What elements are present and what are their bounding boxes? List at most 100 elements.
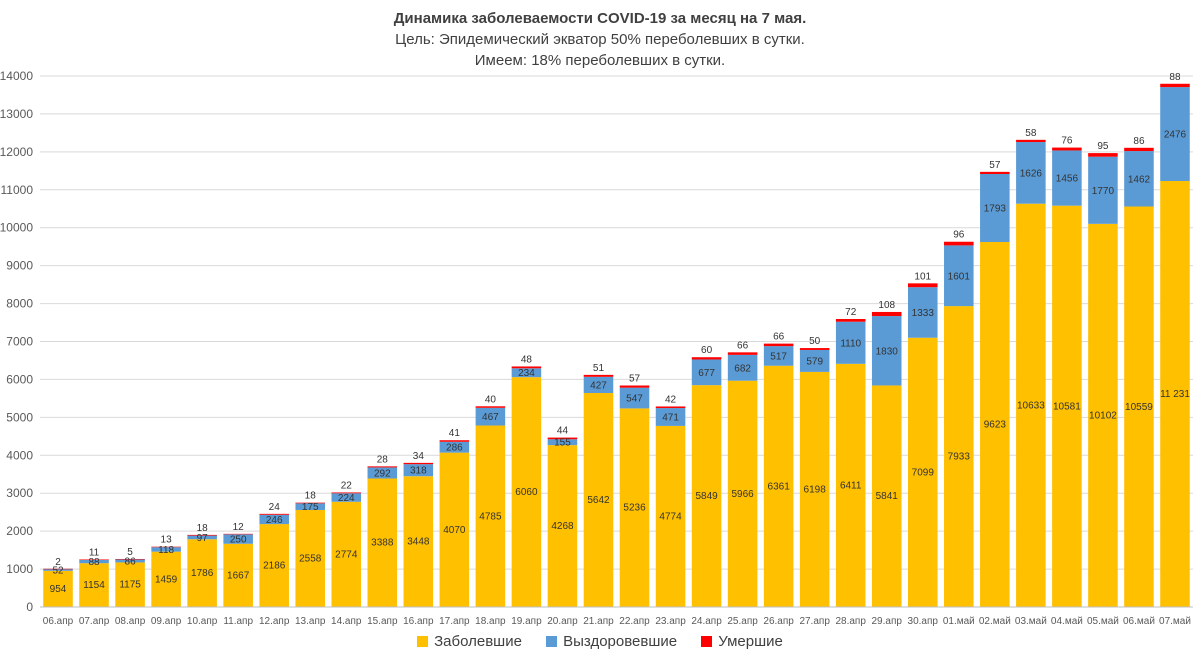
x-tick-label: 11.апр	[223, 616, 253, 627]
data-label-recovered: 224	[338, 493, 355, 504]
bar-segment-deaths	[439, 440, 470, 442]
data-label-recovered: 677	[698, 368, 715, 379]
data-label-infected: 10559	[1125, 402, 1153, 413]
bar-segment-recovered	[475, 407, 506, 426]
data-label-infected: 1459	[155, 574, 178, 585]
bar-segment-infected	[980, 242, 1010, 607]
data-label-infected: 5966	[731, 489, 754, 500]
bar-segment-recovered	[295, 503, 326, 510]
data-label-infected: 5841	[876, 491, 899, 502]
bar-segment-recovered	[691, 359, 722, 386]
x-tick-label: 06.апр	[43, 616, 74, 627]
bar-segment-recovered	[1124, 151, 1154, 207]
data-label-recovered: 467	[482, 412, 499, 423]
legend-item-deaths: Умершие	[701, 633, 783, 650]
bar-segment-deaths	[583, 374, 614, 377]
y-tick-label: 12000	[0, 145, 33, 159]
data-label-recovered: 88	[88, 557, 100, 568]
data-label-recovered: 1770	[1092, 186, 1115, 197]
bar-segment-deaths	[223, 533, 253, 535]
x-tick-label: 23.апр	[655, 616, 686, 627]
data-label-recovered: 318	[410, 466, 427, 477]
data-label-deaths: 96	[953, 230, 965, 241]
data-label-deaths: 57	[989, 160, 1001, 171]
data-label-infected: 10102	[1089, 410, 1117, 421]
data-label-infected: 2558	[299, 553, 322, 564]
bar-segment-recovered	[43, 568, 73, 571]
data-label-deaths: 95	[1097, 141, 1109, 152]
x-tick-label: 15.апр	[367, 616, 398, 627]
data-label-recovered: 155	[554, 438, 571, 449]
data-label-infected: 11 231	[1160, 389, 1190, 400]
data-label-recovered: 52	[52, 565, 64, 576]
y-tick-label: 6000	[6, 372, 33, 386]
bar-segment-infected	[1052, 205, 1082, 607]
data-label-recovered: 1626	[1020, 168, 1043, 179]
bar-segment-deaths	[43, 568, 73, 570]
bar-segment-recovered	[619, 387, 650, 409]
bar-segment-infected	[583, 393, 614, 607]
data-label-infected: 1175	[119, 580, 141, 591]
data-label-infected: 1786	[191, 568, 214, 579]
x-tick-label: 19.апр	[511, 616, 542, 627]
data-label-recovered: 1333	[912, 308, 935, 319]
data-label-deaths: 76	[1061, 136, 1073, 147]
data-label-deaths: 44	[557, 426, 569, 437]
data-label-deaths: 58	[1025, 128, 1037, 139]
data-label-recovered: 234	[518, 368, 535, 379]
data-label-deaths: 18	[305, 491, 317, 502]
bar-segment-infected	[475, 425, 506, 607]
data-label-infected: 7099	[912, 467, 935, 478]
bar-segment-recovered	[187, 535, 217, 540]
bar-segment-infected	[331, 501, 362, 607]
y-tick-label: 14000	[0, 69, 33, 83]
legend-label-infected: Заболевшие	[434, 633, 522, 650]
bar-segment-infected	[871, 385, 902, 607]
bar-segment-infected	[619, 408, 650, 607]
bar-segment-deaths	[403, 462, 434, 465]
data-label-infected: 3448	[407, 537, 430, 548]
bar-segment-recovered	[331, 493, 362, 502]
data-label-infected: 6411	[840, 480, 862, 491]
x-tick-label: 06.май	[1123, 616, 1155, 627]
data-label-infected: 5849	[695, 491, 718, 502]
x-tick-label: 29.апр	[872, 616, 903, 627]
data-label-recovered: 292	[374, 468, 391, 479]
data-label-recovered: 2476	[1164, 130, 1187, 141]
data-label-deaths: 48	[521, 354, 533, 365]
bar-segment-deaths	[1124, 147, 1154, 152]
x-tick-label: 07.апр	[79, 616, 110, 627]
data-label-infected: 1154	[83, 580, 105, 591]
data-label-deaths: 86	[1133, 136, 1145, 147]
data-label-recovered: 175	[302, 502, 319, 513]
data-label-infected: 10581	[1053, 401, 1081, 412]
data-label-deaths: 42	[665, 394, 677, 405]
y-tick-label: 9000	[6, 259, 33, 273]
bar-segment-infected	[1124, 206, 1154, 607]
bar-segment-recovered	[511, 368, 542, 378]
data-label-recovered: 250	[230, 535, 247, 546]
bar-segment-deaths	[259, 513, 289, 515]
bar-segment-deaths	[187, 534, 217, 536]
bar-segment-deaths	[1088, 153, 1118, 157]
legend-swatch-infected	[417, 636, 429, 647]
legend: Заболевшие Выздоровевшие Умершие	[0, 633, 1200, 650]
y-tick-label: 1000	[6, 562, 33, 576]
x-tick-label: 10.апр	[187, 616, 218, 627]
x-tick-label: 08.апр	[115, 616, 146, 627]
data-label-deaths: 101	[914, 271, 931, 282]
x-tick-label: 14.апр	[331, 616, 362, 627]
data-label-recovered: 547	[626, 394, 643, 405]
bar-segment-infected	[223, 543, 253, 607]
data-label-deaths: 88	[1169, 72, 1181, 83]
title-line-1: Динамика заболеваемости COVID-19 за меся…	[393, 10, 807, 27]
data-label-infected: 9623	[984, 420, 1007, 431]
bar-segment-deaths	[727, 352, 758, 355]
legend-swatch-recovered	[546, 636, 558, 647]
data-label-deaths: 60	[701, 345, 713, 356]
bar-segment-recovered	[799, 349, 830, 372]
bar-segment-recovered	[1088, 156, 1118, 224]
data-label-deaths: 51	[593, 363, 605, 374]
bar-segment-recovered	[1016, 142, 1046, 204]
